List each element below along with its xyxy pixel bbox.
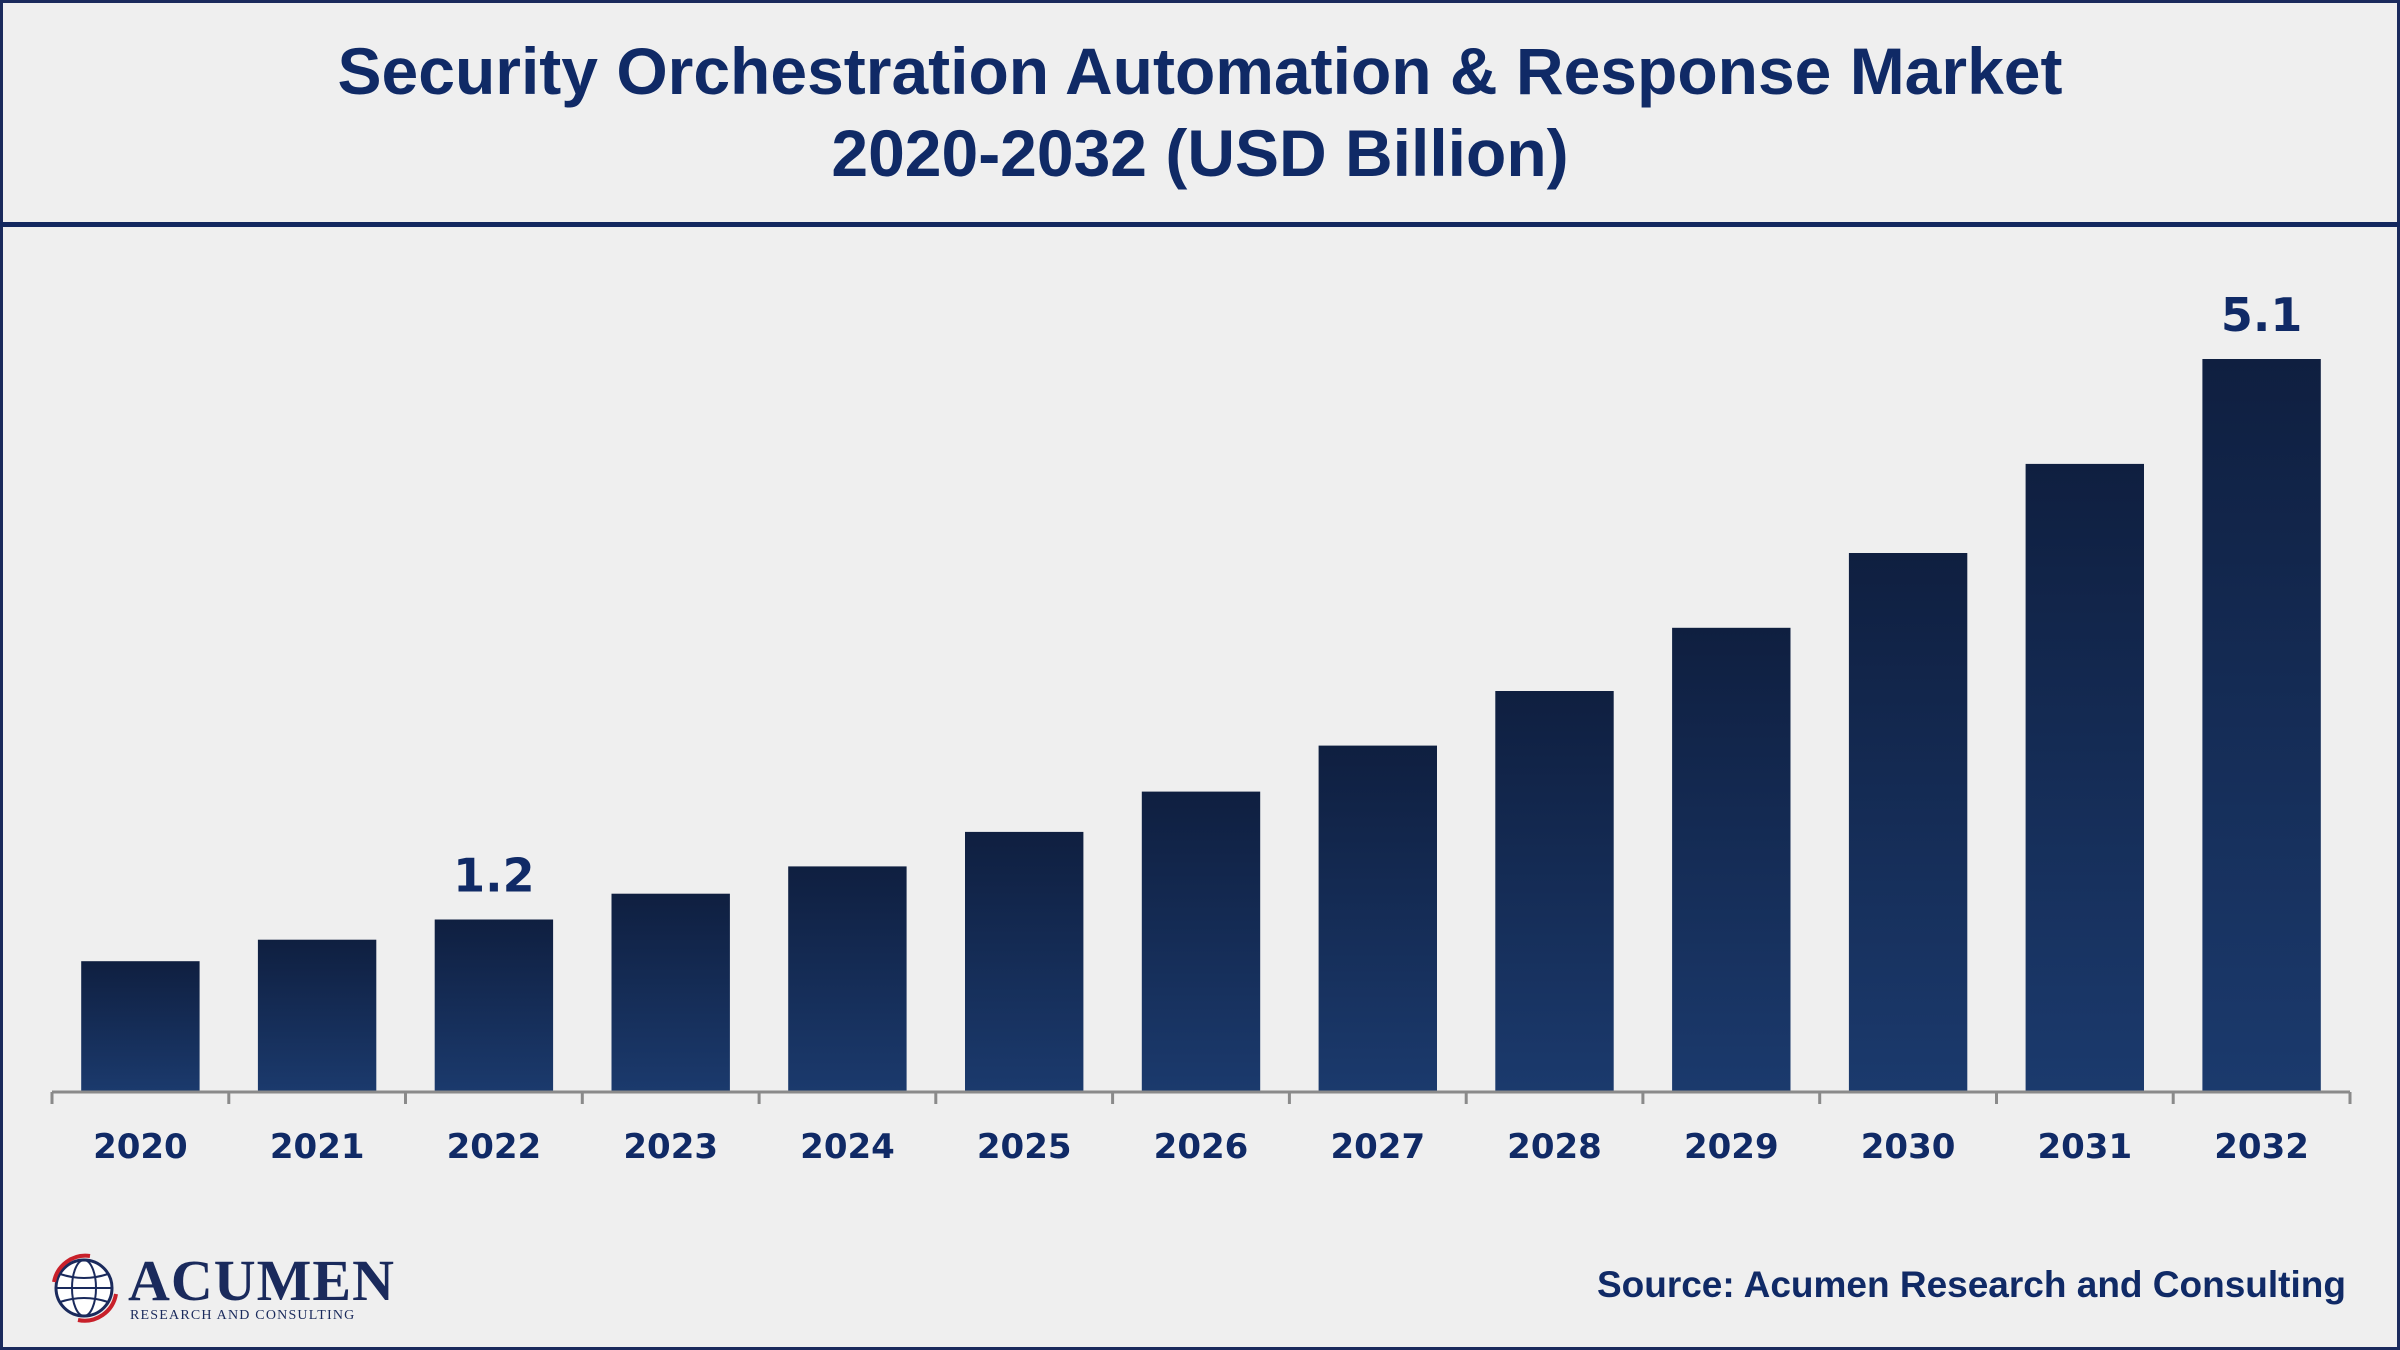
bar-2021 xyxy=(257,939,377,1092)
x-tick-label-2026: 2026 xyxy=(1154,1127,1249,1167)
data-label-2032: 5.1 xyxy=(2221,288,2303,342)
bar-2029 xyxy=(1672,627,1791,1092)
x-tick-label-2022: 2022 xyxy=(447,1127,542,1167)
title-divider xyxy=(0,222,2400,227)
bar-2022 xyxy=(434,919,554,1092)
source-note: Source: Acumen Research and Consulting xyxy=(1596,1264,2346,1305)
bar-2032 xyxy=(2202,359,2321,1092)
logo-name: ACUMEN xyxy=(128,1248,395,1313)
x-axis: 2020 2021 2022 2023 2024 2025 2026 2027 2028 2029… xyxy=(50,1090,2352,1167)
chart-title-line1: Security Orchestration Automation & Resp… xyxy=(337,34,2063,108)
bar-2031 xyxy=(2025,463,2144,1092)
bar-2028 xyxy=(1495,691,1614,1092)
x-tick-label-2025: 2025 xyxy=(977,1127,1072,1167)
x-tick-label-2027: 2027 xyxy=(1330,1127,1425,1167)
x-tick-label-2023: 2023 xyxy=(623,1127,718,1167)
bar-2020 xyxy=(81,961,200,1092)
data-label-2022: 1.2 xyxy=(453,849,535,903)
bars-group xyxy=(81,359,2321,1092)
x-tick-label-2032: 2032 xyxy=(2214,1127,2309,1167)
logo-tagline: RESEARCH AND CONSULTING xyxy=(130,1308,356,1323)
x-tick-label-2028: 2028 xyxy=(1507,1127,1602,1167)
data-labels-group: 1.2 5.1 xyxy=(453,288,2302,903)
bar-2030 xyxy=(1848,553,1968,1092)
bar-2026 xyxy=(1141,791,1261,1092)
acumen-logo: ACUMEN RESEARCH AND CONSULTING xyxy=(50,1250,394,1330)
x-tick-label-2029: 2029 xyxy=(1684,1127,1779,1167)
bar-2024 xyxy=(788,866,907,1092)
x-tick-label-2024: 2024 xyxy=(800,1127,895,1167)
x-tick-label-2020: 2020 xyxy=(93,1127,188,1167)
globe-icon xyxy=(52,1253,118,1323)
chart-title: Security Orchestration Automation & Resp… xyxy=(0,30,2400,194)
x-tick-label-2021: 2021 xyxy=(270,1127,365,1167)
chart-title-line2: 2020-2032 (USD Billion) xyxy=(831,116,1569,190)
x-tick-label-2030: 2030 xyxy=(1861,1127,1956,1167)
bar-2025 xyxy=(965,831,1084,1092)
bar-2027 xyxy=(1318,745,1437,1092)
x-tick-label-2031: 2031 xyxy=(2037,1127,2132,1167)
bar-2023 xyxy=(611,893,730,1092)
